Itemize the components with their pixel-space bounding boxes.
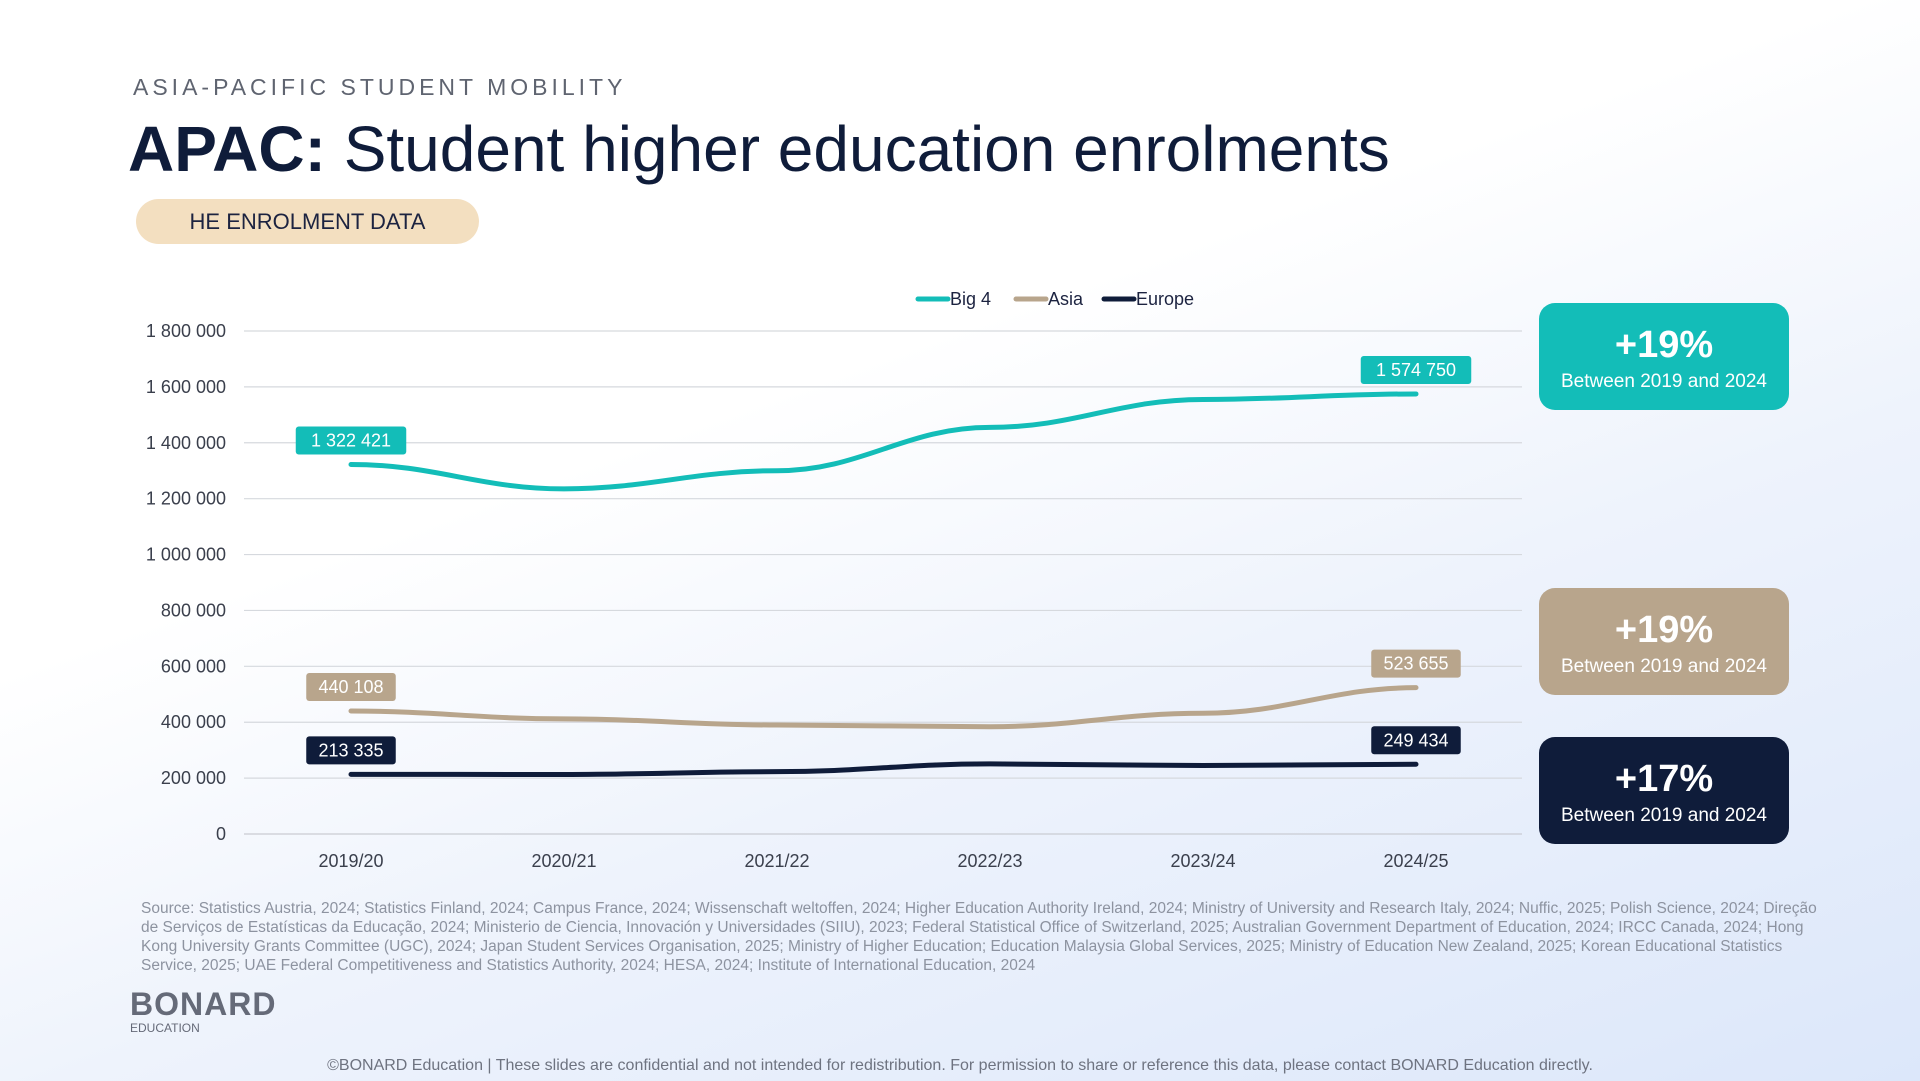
y-tick-label: 1 600 000 xyxy=(146,377,226,397)
title-rest: Student higher education enrolments xyxy=(325,113,1390,185)
big4-callout-pct: +19% xyxy=(1614,324,1714,366)
series-line-big-4 xyxy=(348,391,1419,492)
y-tick-label: 1 000 000 xyxy=(146,545,226,565)
legend-label: Big 4 xyxy=(950,289,991,309)
europe-callout: +17% Between 2019 and 2024 xyxy=(1539,737,1789,844)
data-label-bg xyxy=(306,736,396,765)
x-tick-label: 2021/22 xyxy=(744,851,809,871)
series-line-asia xyxy=(348,685,1419,730)
title-bold: APAC: xyxy=(128,113,326,185)
europe-callout-sub: Between 2019 and 2024 xyxy=(1560,805,1767,826)
logo-wordmark: BONARD xyxy=(130,986,277,1022)
y-tick-label: 600 000 xyxy=(161,656,226,676)
data-label-bg xyxy=(1371,649,1461,678)
source-note: Source: Statistics Austria, 2024; Statis… xyxy=(141,900,1817,974)
data-label: 1 574 750 xyxy=(1376,360,1456,380)
data-label: 1 322 421 xyxy=(311,430,391,450)
x-tick-label: 2024/25 xyxy=(1383,851,1448,871)
series-line-europe xyxy=(348,761,1419,777)
x-tick-label: 2022/23 xyxy=(957,851,1022,871)
y-tick-label: 1 400 000 xyxy=(146,433,226,453)
legend-label: Asia xyxy=(1048,289,1084,309)
data-label-bg xyxy=(306,673,396,702)
y-tick-label: 1 800 000 xyxy=(146,321,226,341)
x-tick-label: 2020/21 xyxy=(531,851,596,871)
y-tick-label: 1 200 000 xyxy=(146,489,226,509)
logo-subtext: EDUCATION xyxy=(130,1021,200,1035)
asia-callout-pct: +19% xyxy=(1614,609,1714,651)
big4-callout: +19% Between 2019 and 2024 xyxy=(1539,303,1789,410)
data-label: 523 655 xyxy=(1383,654,1448,674)
data-label: 213 335 xyxy=(318,740,383,760)
europe-callout-pct: +17% xyxy=(1614,758,1714,800)
y-tick-label: 400 000 xyxy=(161,712,226,732)
asia-callout: +19% Between 2019 and 2024 xyxy=(1539,588,1789,695)
x-tick-label: 2019/20 xyxy=(318,851,383,871)
eyebrow: ASIA-PACIFIC STUDENT MOBILITY xyxy=(133,74,627,100)
big4-callout-sub: Between 2019 and 2024 xyxy=(1560,371,1767,392)
section-pill: HE ENROLMENT DATA xyxy=(136,199,479,244)
asia-callout-sub: Between 2019 and 2024 xyxy=(1560,656,1767,677)
data-label: 249 434 xyxy=(1383,730,1448,750)
confidentiality-footer: ©BONARD Education | These slides are con… xyxy=(327,1057,1593,1074)
legend-label: Europe xyxy=(1136,289,1194,309)
data-label-bg xyxy=(1371,726,1461,755)
bonard-logo: BONARD EDUCATION xyxy=(130,988,276,1036)
y-tick-label: 200 000 xyxy=(161,768,226,788)
y-tick-label: 0 xyxy=(216,824,226,844)
y-tick-label: 800 000 xyxy=(161,600,226,620)
data-label: 440 108 xyxy=(318,677,383,697)
page-title: APAC: Student higher education enrolment… xyxy=(128,112,1390,186)
x-tick-label: 2023/24 xyxy=(1170,851,1235,871)
data-label-bg xyxy=(1360,355,1472,384)
data-label-bg xyxy=(295,426,407,455)
